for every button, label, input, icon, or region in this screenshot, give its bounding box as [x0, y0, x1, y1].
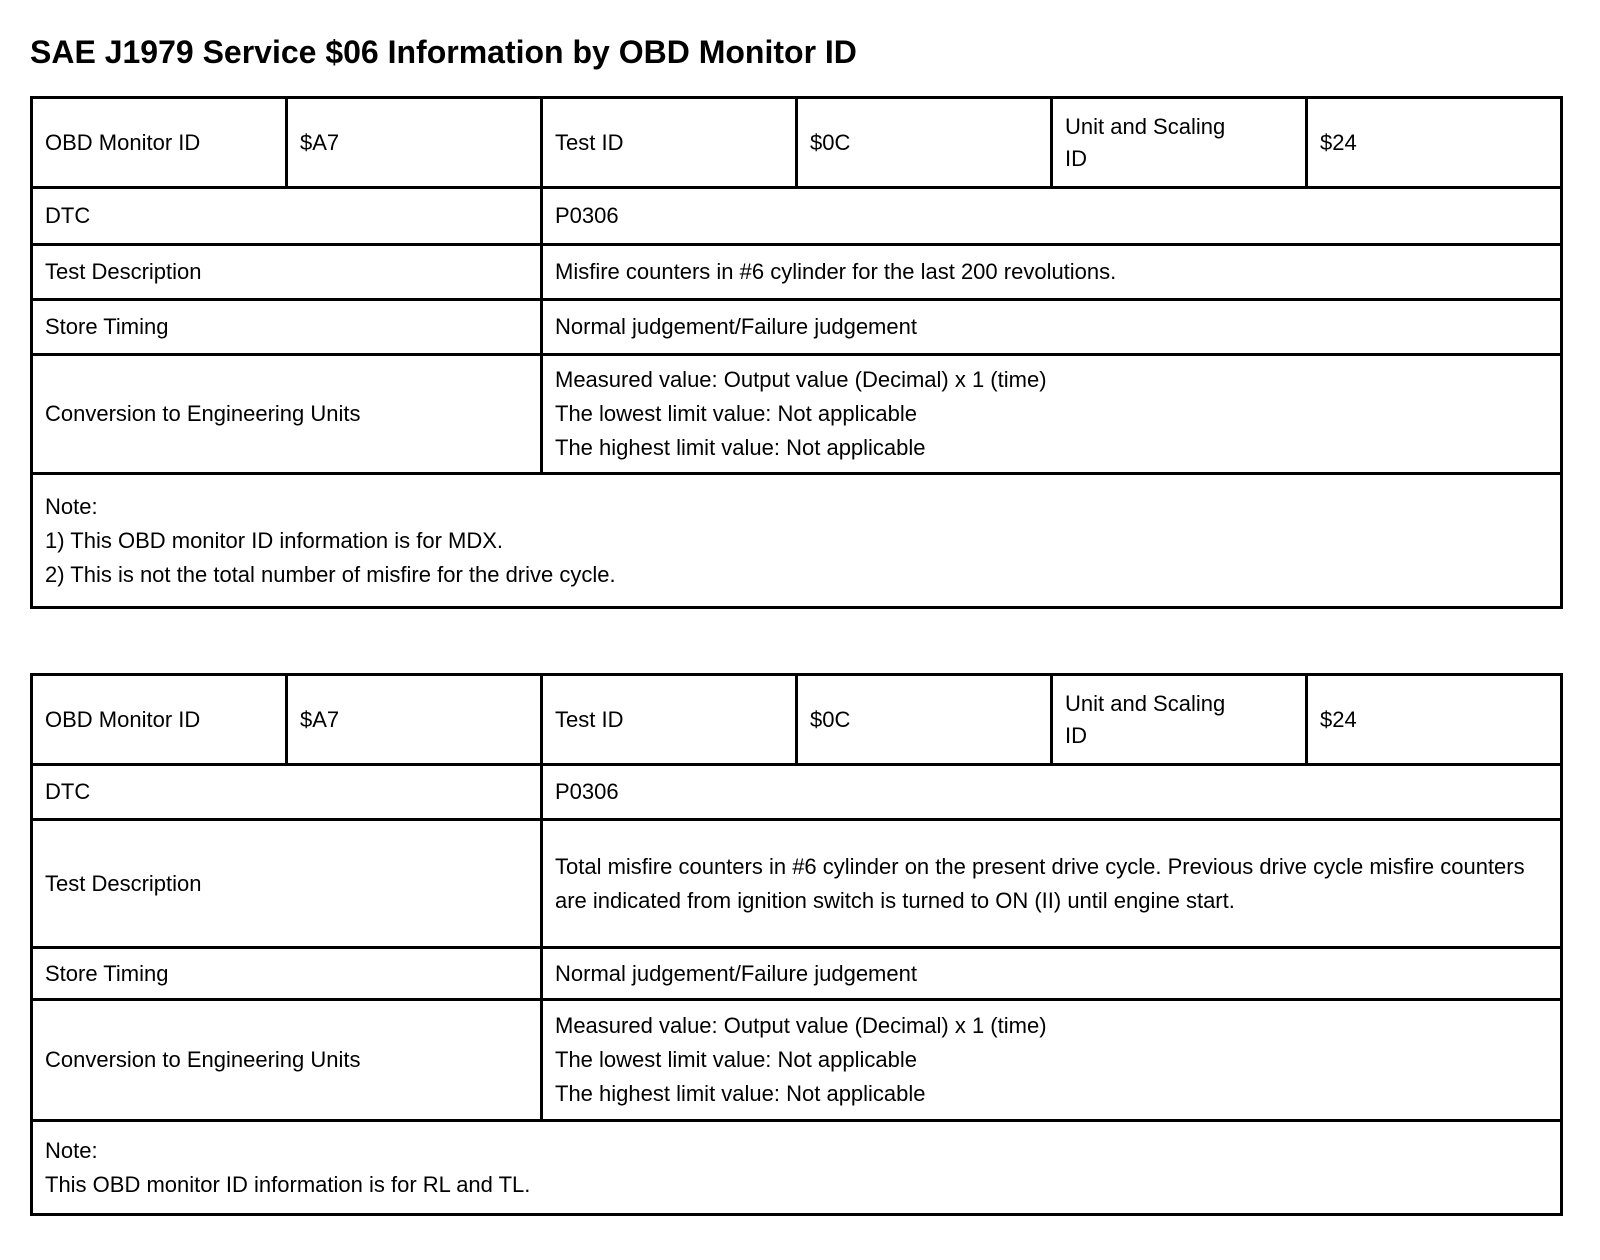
conversion-value-cell: Measured value: Output value (Decimal) x…	[540, 353, 1563, 475]
store-timing-label-cell: Store Timing	[30, 946, 543, 1001]
table-row: Note: This OBD monitor ID information is…	[30, 1119, 1563, 1216]
store-timing-label-cell: Store Timing	[30, 298, 543, 356]
unit-scaling-id-label-text: Unit and Scaling ID	[1065, 113, 1226, 171]
conversion-label-cell: Conversion to Engineering Units	[30, 998, 543, 1122]
unit-scaling-id-value: $24	[1305, 96, 1563, 189]
test-id-label: Test ID	[540, 96, 798, 189]
dtc-label-cell: DTC	[30, 186, 543, 246]
table-row: Conversion to Engineering Units Measured…	[30, 353, 1563, 475]
table-row: OBD Monitor ID $A7 Test ID $0C Unit and …	[30, 96, 1563, 189]
test-description-label-cell: Test Description	[30, 818, 543, 949]
conversion-line: Measured value: Output value (Decimal) x…	[555, 1013, 1047, 1038]
unit-scaling-id-label: Unit and Scaling ID	[1050, 96, 1308, 189]
table-row: Test Description Total misfire counters …	[30, 818, 1563, 949]
table-spacer	[30, 609, 1562, 673]
test-id-value: $0C	[795, 96, 1053, 189]
table-row: OBD Monitor ID $A7 Test ID $0C Unit and …	[30, 673, 1563, 766]
dtc-label-cell: DTC	[30, 763, 543, 821]
conversion-line: Measured value: Output value (Decimal) x…	[555, 367, 1047, 392]
dtc-value-cell: P0306	[540, 186, 1563, 246]
obd-monitor-id-label: OBD Monitor ID	[30, 673, 288, 766]
note-line: Note:	[45, 493, 98, 519]
unit-scaling-id-label-text: Unit and Scaling ID	[1065, 690, 1226, 748]
conversion-line: The highest limit value: Not applicable	[555, 435, 926, 460]
obd-monitor-id-value: $A7	[285, 673, 543, 766]
test-id-value: $0C	[795, 673, 1053, 766]
conversion-label-cell: Conversion to Engineering Units	[30, 353, 543, 475]
page-title: SAE J1979 Service $06 Information by OBD…	[30, 34, 857, 70]
table-row: DTC P0306	[30, 186, 1563, 246]
dtc-value-cell: P0306	[540, 763, 1563, 821]
note-line: 2) This is not the total number of misfi…	[45, 561, 616, 587]
table-row: Conversion to Engineering Units Measured…	[30, 998, 1563, 1122]
obd-monitor-table-1: OBD Monitor ID $A7 Test ID $0C Unit and …	[30, 96, 1563, 609]
table-row: Store Timing Normal judgement/Failure ju…	[30, 298, 1563, 356]
test-description-value-cell: Misfire counters in #6 cylinder for the …	[540, 243, 1563, 301]
test-id-label: Test ID	[540, 673, 798, 766]
conversion-value-cell: Measured value: Output value (Decimal) x…	[540, 998, 1563, 1122]
table-row: Note: 1) This OBD monitor ID information…	[30, 472, 1563, 609]
table-row: DTC P0306	[30, 763, 1563, 821]
store-timing-value-cell: Normal judgement/Failure judgement	[540, 298, 1563, 356]
note-cell: Note: 1) This OBD monitor ID information…	[30, 472, 1563, 609]
conversion-line: The lowest limit value: Not applicable	[555, 401, 917, 426]
note-line: 1) This OBD monitor ID information is fo…	[45, 527, 504, 553]
table-row: Test Description Misfire counters in #6 …	[30, 243, 1563, 301]
test-description-value-cell: Total misfire counters in #6 cylinder on…	[540, 818, 1563, 949]
test-description-label-cell: Test Description	[30, 243, 543, 301]
unit-scaling-id-value: $24	[1305, 673, 1563, 766]
unit-scaling-id-label: Unit and Scaling ID	[1050, 673, 1308, 766]
store-timing-value-cell: Normal judgement/Failure judgement	[540, 946, 1563, 1001]
note-line: This OBD monitor ID information is for R…	[45, 1171, 531, 1197]
obd-monitor-id-label: OBD Monitor ID	[30, 96, 288, 189]
conversion-line: The lowest limit value: Not applicable	[555, 1047, 917, 1072]
table-row: Store Timing Normal judgement/Failure ju…	[30, 946, 1563, 1001]
note-line: Note:	[45, 1137, 98, 1163]
conversion-line: The highest limit value: Not applicable	[555, 1081, 926, 1106]
note-cell: Note: This OBD monitor ID information is…	[30, 1119, 1563, 1216]
obd-monitor-id-value: $A7	[285, 96, 543, 189]
obd-monitor-table-2: OBD Monitor ID $A7 Test ID $0C Unit and …	[30, 673, 1563, 1216]
